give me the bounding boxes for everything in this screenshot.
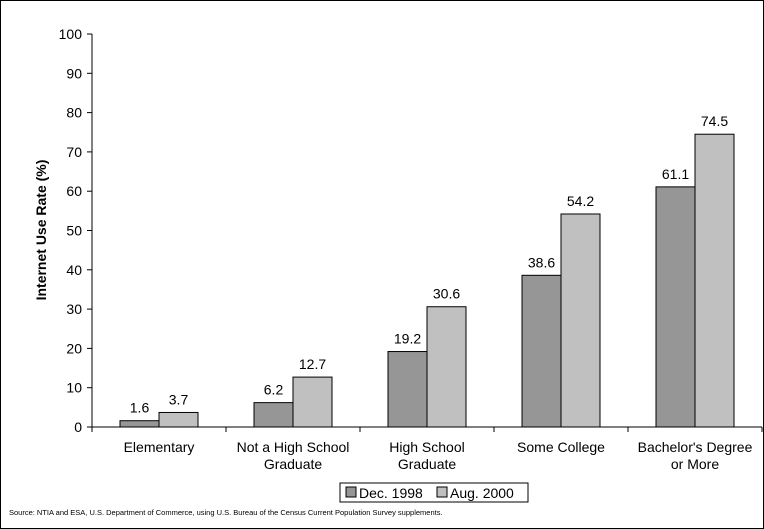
x-axis-categories: Elementary Not a High School Graduate High … xyxy=(91,427,763,472)
source-note: Source: NTIA and ESA, U.S. Department of… xyxy=(9,508,443,517)
y-tick-label: 60 xyxy=(66,183,82,199)
category-label: Bachelor's Degree or More xyxy=(638,439,753,472)
data-label: 30.6 xyxy=(433,286,460,302)
y-tick-label: 70 xyxy=(66,144,82,160)
y-tick-label: 10 xyxy=(66,380,82,396)
category-label: Elementary xyxy=(124,439,195,455)
y-tick-label: 100 xyxy=(59,26,83,42)
y-tick-label: 80 xyxy=(66,105,82,121)
legend-label: Aug. 2000 xyxy=(450,485,514,501)
y-tick-label: 30 xyxy=(66,301,82,317)
y-tick-label: 0 xyxy=(74,419,82,435)
legend-box xyxy=(339,482,529,503)
y-axis-ticks: 0 10 20 30 40 50 60 70 80 90 100 xyxy=(59,26,92,435)
y-tick-label: 20 xyxy=(66,340,82,356)
category-label: Some College xyxy=(517,439,605,455)
bar-aug-2000 xyxy=(158,411,199,428)
legend: Dec. 1998 Aug. 2000 xyxy=(339,482,529,503)
bar-aug-2000 xyxy=(426,306,467,428)
category-label: Not a High School Graduate xyxy=(237,439,350,472)
data-label: 38.6 xyxy=(528,254,555,270)
y-axis-label: Internet Use Rate (%) xyxy=(33,160,49,301)
y-tick-label: 50 xyxy=(66,223,82,239)
bar-dec-1998 xyxy=(253,402,294,428)
category-label: High School Graduate xyxy=(389,439,465,472)
bar-aug-2000 xyxy=(694,133,735,428)
data-label: 1.6 xyxy=(130,400,150,416)
bars xyxy=(119,133,735,428)
bar-aug-2000 xyxy=(560,213,601,428)
bar-dec-1998 xyxy=(521,274,562,428)
data-label: 61.1 xyxy=(662,166,689,182)
y-tick-label: 40 xyxy=(66,262,82,278)
bar-dec-1998 xyxy=(655,186,696,428)
y-tick-label: 90 xyxy=(66,65,82,81)
legend-swatch xyxy=(345,486,357,498)
data-label: 19.2 xyxy=(394,331,421,347)
data-label: 54.2 xyxy=(567,193,594,209)
data-label: 3.7 xyxy=(169,391,189,407)
data-label: 6.2 xyxy=(264,382,284,398)
bar-dec-1998 xyxy=(119,420,160,428)
data-label: 74.5 xyxy=(701,113,728,129)
bar-aug-2000 xyxy=(292,376,333,428)
data-labels: 1.6 3.7 6.2 12.7 19.2 30.6 38.6 54.2 61.1 74.5 xyxy=(130,113,729,415)
legend-swatch xyxy=(436,486,448,498)
legend-label: Dec. 1998 xyxy=(359,485,423,501)
data-label: 12.7 xyxy=(299,356,326,372)
bar-dec-1998 xyxy=(387,351,428,428)
